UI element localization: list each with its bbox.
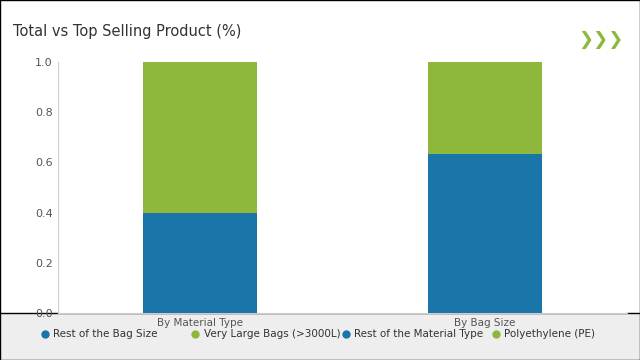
- Text: Total vs Top Selling Product (%): Total vs Top Selling Product (%): [13, 24, 241, 39]
- Bar: [428, 154, 541, 313]
- Text: Rest of the Material Type: Rest of the Material Type: [354, 329, 483, 339]
- Bar: [143, 62, 257, 213]
- Text: Rest of the Bag Size: Rest of the Bag Size: [53, 329, 157, 339]
- Text: Very Large Bags (>3000L): Very Large Bags (>3000L): [204, 329, 340, 339]
- Text: ❯❯❯: ❯❯❯: [579, 31, 624, 49]
- Text: Polyethylene (PE): Polyethylene (PE): [504, 329, 595, 339]
- Bar: [428, 62, 541, 154]
- Bar: [143, 213, 257, 313]
